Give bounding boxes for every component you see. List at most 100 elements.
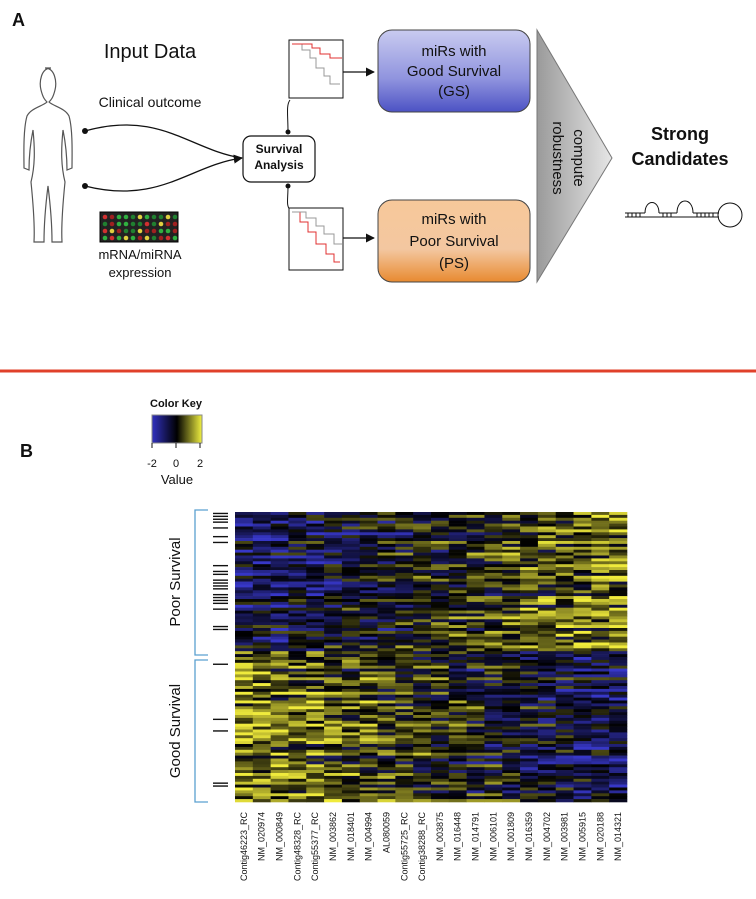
heatmap-cell bbox=[235, 584, 254, 588]
heatmap-cell bbox=[537, 665, 557, 669]
heatmap-cell bbox=[270, 549, 289, 553]
heatmap-cell bbox=[520, 790, 539, 794]
heatmap-cell bbox=[270, 599, 289, 603]
heatmap-cell bbox=[413, 671, 432, 675]
heatmap-cell bbox=[306, 732, 325, 736]
heatmap-cell bbox=[377, 703, 396, 707]
heatmap-cell bbox=[395, 671, 414, 675]
heatmap-cell bbox=[377, 622, 396, 626]
heatmap-cell bbox=[573, 570, 592, 574]
heatmap-cell bbox=[413, 691, 432, 695]
heatmap-cell bbox=[252, 529, 271, 533]
heatmap-cell bbox=[252, 715, 271, 719]
heatmap-cell bbox=[324, 587, 343, 591]
heatmap-cell bbox=[377, 625, 396, 629]
heatmap-cell bbox=[359, 691, 378, 695]
expression-dot bbox=[102, 221, 108, 227]
heatmap-cell bbox=[341, 564, 361, 568]
heatmap-cell bbox=[537, 688, 557, 693]
heatmap-cell bbox=[359, 674, 378, 678]
heatmap-cell bbox=[235, 793, 254, 797]
heatmap-cell bbox=[484, 581, 503, 585]
heatmap-cell bbox=[377, 738, 396, 742]
heatmap-cell bbox=[431, 610, 450, 614]
heatmap-cell bbox=[324, 561, 343, 565]
heatmap-cell bbox=[359, 613, 378, 617]
heatmap-cell bbox=[448, 706, 467, 710]
heatmap-cell bbox=[448, 749, 467, 753]
heatmap-cell bbox=[609, 541, 628, 545]
heatmap-cell bbox=[324, 567, 343, 571]
heatmap-cell bbox=[555, 796, 574, 800]
heatmap-cell bbox=[537, 567, 557, 571]
heatmap-cell bbox=[609, 648, 628, 652]
heatmap-cell bbox=[306, 648, 325, 652]
heatmap-cell bbox=[324, 543, 343, 548]
heatmap-cell bbox=[395, 758, 414, 762]
heatmap-cell bbox=[431, 770, 450, 774]
heatmap-cell bbox=[573, 683, 592, 687]
heatmap-cell bbox=[324, 758, 343, 762]
heatmap-cell bbox=[377, 532, 396, 536]
expression-dot bbox=[165, 214, 171, 220]
heatmap-cell bbox=[537, 616, 557, 620]
heatmap-cell bbox=[537, 697, 557, 701]
heatmap-cell bbox=[609, 752, 628, 756]
heatmap-cell bbox=[413, 787, 432, 791]
heatmap-cell bbox=[466, 691, 485, 695]
heatmap-cell bbox=[573, 529, 592, 533]
heatmap-cell bbox=[573, 749, 592, 753]
heatmap-cell bbox=[324, 628, 343, 632]
heatmap-cell bbox=[431, 570, 450, 574]
heatmap-cell bbox=[235, 715, 254, 719]
heatmap-cell bbox=[359, 755, 378, 759]
heatmap-cell bbox=[235, 512, 254, 516]
heatmap-cell bbox=[235, 596, 254, 600]
heatmap-cell bbox=[448, 625, 467, 629]
heatmap-cell bbox=[573, 680, 592, 684]
heatmap-cell bbox=[448, 529, 467, 533]
heatmap-cell bbox=[502, 590, 521, 594]
heatmap-cell bbox=[288, 535, 307, 539]
heatmap-cell bbox=[520, 561, 539, 565]
heatmap-cell bbox=[431, 691, 450, 695]
heatmap-cell bbox=[413, 715, 432, 719]
heatmap-cell bbox=[591, 572, 610, 577]
expression-dot bbox=[151, 214, 157, 220]
heatmap-cell bbox=[555, 526, 574, 530]
heatmap-cell bbox=[288, 636, 307, 640]
heatmap-cell bbox=[609, 796, 628, 800]
heatmap-cell bbox=[448, 613, 467, 617]
heatmap-cell bbox=[448, 590, 467, 594]
heatmap-cell bbox=[395, 596, 414, 600]
heatmap-cell bbox=[448, 665, 467, 669]
heatmap-cell bbox=[573, 604, 592, 608]
heatmap-cell bbox=[235, 764, 254, 768]
heatmap-cell bbox=[341, 535, 361, 539]
heatmap-cell bbox=[252, 520, 271, 524]
heatmap-cell bbox=[537, 622, 557, 626]
heatmap-cell bbox=[484, 671, 503, 675]
heatmap-cell bbox=[395, 654, 414, 658]
color-key-tick-label: 0 bbox=[173, 458, 179, 470]
heatmap-cell bbox=[609, 532, 628, 536]
heatmap-cell bbox=[609, 546, 628, 550]
heatmap-cell bbox=[609, 549, 628, 553]
heatmap-cell bbox=[270, 575, 289, 579]
heatmap-cell bbox=[377, 558, 396, 562]
heatmap-cell bbox=[324, 764, 343, 768]
heatmap-cell bbox=[448, 581, 467, 585]
heatmap-cell bbox=[520, 758, 539, 762]
heatmap-cell bbox=[537, 717, 557, 722]
heatmap-cell bbox=[377, 744, 396, 748]
heatmap-cell bbox=[448, 523, 467, 527]
heatmap-cell bbox=[502, 703, 521, 707]
column-label: NM_003862 bbox=[328, 812, 338, 861]
heatmap-cell bbox=[235, 564, 254, 568]
heatmap-cell bbox=[484, 767, 503, 771]
heatmap-cell bbox=[359, 567, 378, 571]
expression-dot bbox=[109, 228, 115, 234]
heatmap-cell bbox=[413, 674, 432, 678]
heatmap-cell bbox=[288, 622, 307, 626]
heatmap-cell bbox=[520, 764, 539, 768]
